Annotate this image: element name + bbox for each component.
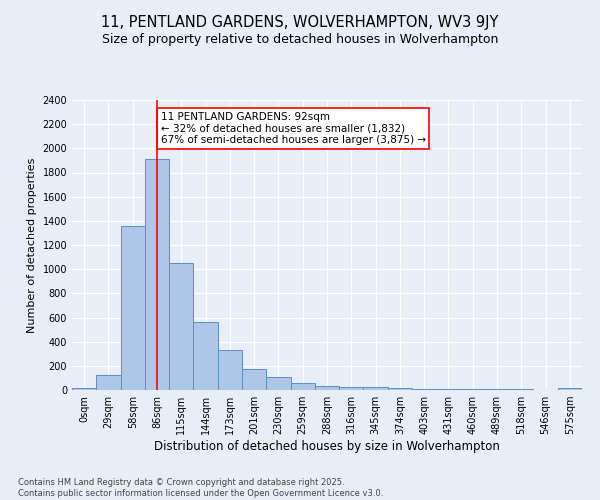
Bar [218,350,242,390]
X-axis label: Distribution of detached houses by size in Wolverhampton: Distribution of detached houses by size … [154,440,500,453]
Bar [315,386,339,390]
Bar [145,159,169,390]
Bar [96,375,121,390]
Text: 11 PENTLAND GARDENS: 92sqm
← 32% of detached houses are smaller (1,832)
67% of s: 11 PENTLAND GARDENS: 92sqm ← 32% of deta… [161,112,426,146]
Text: Size of property relative to detached houses in Wolverhampton: Size of property relative to detached ho… [102,32,498,46]
Bar [290,383,315,390]
Bar [242,370,266,390]
Y-axis label: Number of detached properties: Number of detached properties [27,158,37,332]
Bar [388,388,412,390]
Text: Contains HM Land Registry data © Crown copyright and database right 2025.
Contai: Contains HM Land Registry data © Crown c… [18,478,383,498]
Bar [266,376,290,390]
Bar [412,389,436,390]
Bar [169,262,193,390]
Bar [121,226,145,390]
Bar [339,387,364,390]
Bar [364,387,388,390]
Bar [72,388,96,390]
Bar [558,388,582,390]
Bar [193,322,218,390]
Text: 11, PENTLAND GARDENS, WOLVERHAMPTON, WV3 9JY: 11, PENTLAND GARDENS, WOLVERHAMPTON, WV3… [101,15,499,30]
